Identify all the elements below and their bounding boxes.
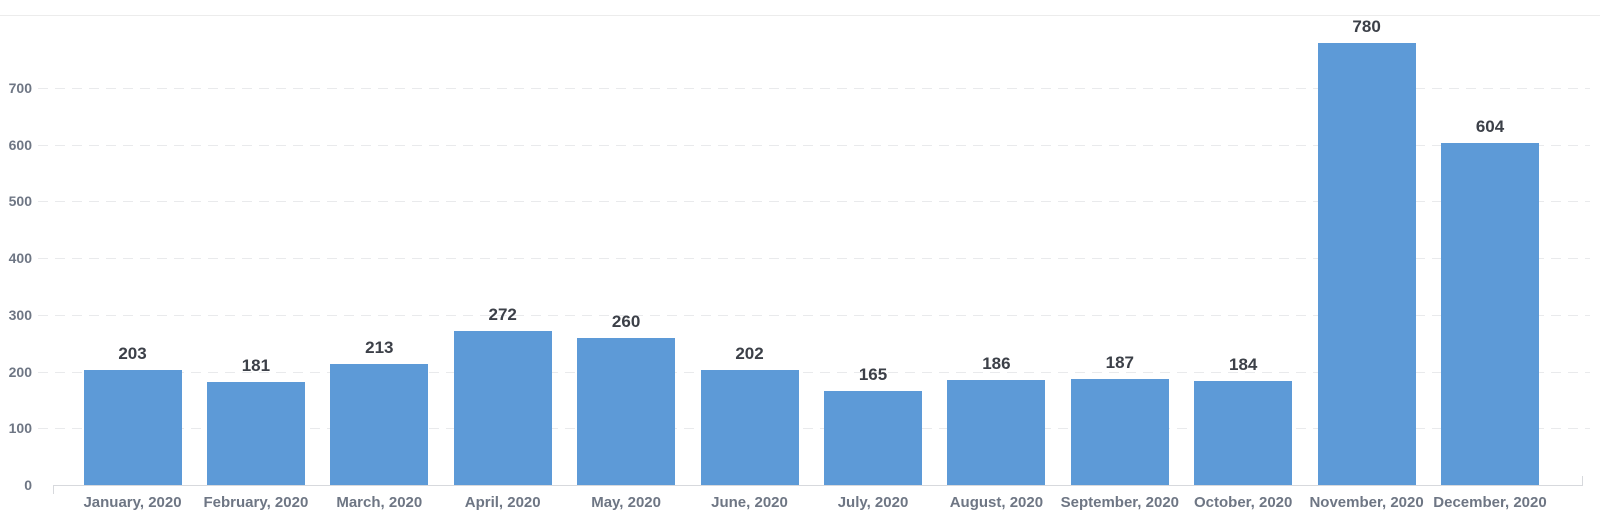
bar-value-label: 260 [611, 311, 641, 331]
bar-April, 2020[interactable] [453, 330, 552, 485]
y-axis-tick-label: 600 [8, 136, 32, 153]
x-axis-left-tick [53, 485, 54, 494]
bar-December, 2020[interactable] [1441, 142, 1539, 485]
bar-value-label: 604 [1475, 116, 1505, 136]
bar-October, 2020[interactable] [1194, 380, 1293, 485]
x-axis-label: January, 2020 [83, 494, 182, 511]
chart-top-border [0, 15, 1600, 16]
y-axis-tick-label: 400 [8, 250, 32, 267]
bar-value-label: 203 [118, 343, 147, 363]
bar-June, 2020[interactable] [700, 370, 799, 485]
gridline [38, 371, 1590, 373]
bar-March, 2020[interactable] [330, 364, 429, 485]
gridline [38, 428, 1590, 430]
bar-November, 2020[interactable] [1317, 42, 1416, 485]
bar-September, 2020[interactable] [1070, 379, 1169, 485]
bar-August, 2020[interactable] [947, 379, 1046, 485]
gridline [38, 88, 1590, 89]
y-axis-tick-label: 300 [8, 306, 32, 323]
x-axis-label: June, 2020 [711, 494, 788, 511]
x-axis-label: February, 2020 [203, 494, 309, 511]
x-axis-label: July, 2020 [837, 494, 909, 511]
x-axis-label: August, 2020 [949, 494, 1044, 511]
bar-value-label: 186 [982, 353, 1011, 373]
x-axis-label: November, 2020 [1309, 494, 1424, 511]
y-axis-tick-label: 700 [8, 80, 32, 96]
x-axis-label: October, 2020 [1193, 494, 1293, 511]
gridline [38, 314, 1590, 316]
y-axis-tick-label: 200 [8, 363, 32, 380]
bar-January, 2020[interactable] [83, 369, 182, 485]
bar-May, 2020[interactable] [577, 337, 676, 485]
bar-value-label: 181 [241, 356, 271, 376]
y-axis-tick-label: 500 [8, 193, 32, 210]
x-axis-label: March, 2020 [336, 494, 423, 511]
bar-value-label: 184 [1229, 354, 1258, 374]
bar-value-label: 187 [1105, 353, 1134, 372]
x-axis-right-tick [1582, 476, 1583, 485]
x-axis-label: May, 2020 [591, 494, 661, 511]
bar-value-label: 272 [488, 304, 517, 324]
bar-value-label: 213 [365, 338, 394, 358]
bar-February, 2020[interactable] [206, 382, 305, 485]
x-axis-label: September, 2020 [1060, 494, 1179, 511]
x-axis-line [53, 485, 1583, 486]
bar-July, 2020[interactable] [824, 391, 922, 485]
y-axis-tick-label: 100 [8, 420, 32, 437]
x-axis-label: December, 2020 [1433, 494, 1547, 511]
bar-value-label: 202 [735, 344, 764, 364]
bar-value-label: 165 [858, 365, 888, 385]
bar-value-label: 780 [1352, 16, 1381, 36]
gridline [38, 201, 1590, 203]
gridline [38, 144, 1590, 146]
gridline [38, 258, 1590, 260]
x-axis-label: April, 2020 [464, 494, 541, 511]
y-axis-tick-label: 0 [24, 477, 32, 493]
